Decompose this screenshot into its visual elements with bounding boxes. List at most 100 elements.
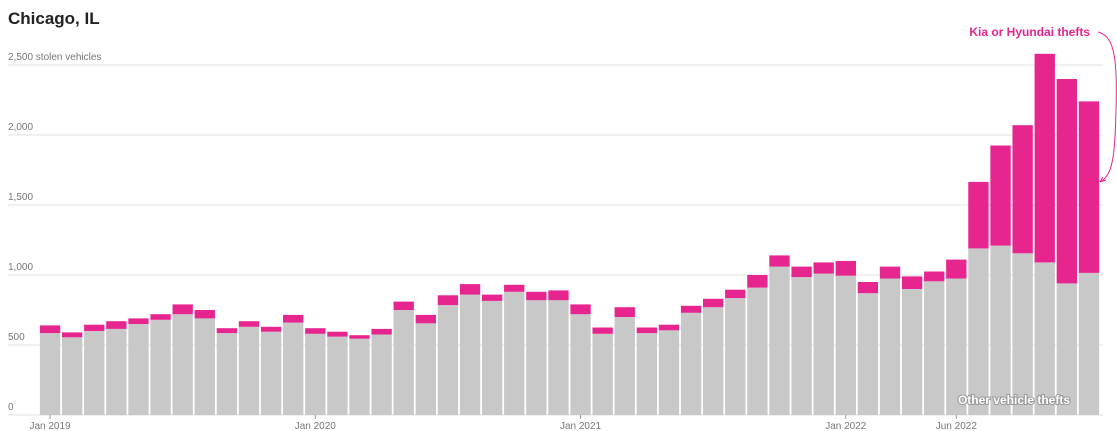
bar-segment [128, 318, 149, 324]
bar-segment [946, 259, 967, 279]
bar-segment [725, 298, 746, 415]
bar-segment [349, 335, 370, 339]
bar-segment [415, 314, 436, 324]
bar-segment [658, 324, 680, 331]
bar-segment [769, 255, 790, 267]
bar-segment [791, 277, 812, 415]
bar-segment [459, 284, 481, 295]
bar-segment [84, 331, 105, 415]
bar-segment [39, 325, 61, 334]
bar-segment [857, 282, 879, 294]
bar-segment [548, 300, 569, 415]
y-tick-label: 2,500 stolen vehicles [8, 52, 101, 63]
bar-segment [526, 300, 547, 415]
bar-segment [990, 245, 1011, 415]
bar-segment [592, 333, 613, 415]
annotation-arrow [1097, 31, 1117, 183]
bar-segment [84, 324, 105, 331]
bar-segment [680, 312, 702, 415]
x-tick-label: Jan 2020 [295, 421, 337, 431]
bar-segment [504, 284, 525, 292]
bar-segment [106, 328, 127, 415]
bar-segment [703, 298, 724, 308]
bar-segment [194, 310, 215, 319]
x-tick-label: Jan 2021 [560, 421, 602, 431]
bar-segment [901, 289, 923, 415]
bar-segment [879, 278, 901, 415]
y-tick-label: 2,000 [8, 122, 33, 133]
y-tick-label: 1,000 [8, 262, 33, 273]
bar-segment [990, 145, 1011, 246]
bar-segment [39, 333, 61, 415]
bar-segment [835, 261, 856, 276]
arrow-head [1099, 176, 1107, 183]
bar-segment [636, 333, 658, 415]
bar-segment [813, 273, 834, 415]
x-tick-label: Jun 2022 [936, 421, 978, 431]
bar-segment [725, 289, 746, 299]
bar-segment [481, 300, 503, 415]
bar-segment [570, 314, 591, 415]
bar-segment [791, 266, 812, 278]
bar-segment [393, 301, 414, 310]
bar-segment [327, 336, 348, 415]
bar-segment [283, 322, 304, 415]
x-tick-label: Jan 2022 [825, 421, 867, 431]
bar-segment [327, 331, 348, 337]
bar-segment [238, 321, 260, 327]
bar-segment [1034, 262, 1055, 415]
series-annotation: Other vehicle thefts [958, 393, 1070, 407]
bar-segment [150, 314, 171, 320]
bar-segment [570, 304, 591, 315]
bar-segment [614, 317, 635, 415]
bar-segment [857, 293, 879, 415]
bar-segment [901, 276, 923, 289]
bar-segment [703, 307, 724, 415]
bar-segment [172, 304, 193, 315]
bar-segment [658, 330, 680, 415]
bar-segment [747, 287, 768, 415]
bar-segment [614, 307, 635, 317]
bar-segment [128, 324, 149, 415]
bar-segment [481, 294, 503, 301]
bar-segment [636, 327, 658, 334]
bar-segment [415, 323, 436, 415]
y-tick-label: 0 [8, 402, 14, 413]
bar-segment [437, 305, 459, 415]
bar-segment [680, 305, 702, 313]
bar-segment [548, 290, 569, 301]
chart-title: Chicago, IL [8, 9, 100, 28]
bar-segment [769, 266, 790, 415]
bar-segment [371, 334, 392, 415]
bar-segment [349, 338, 370, 415]
bar-segment [924, 281, 945, 415]
bar-segment [1078, 101, 1100, 273]
bar-segment [194, 318, 215, 415]
bar-segment [1056, 283, 1078, 415]
bar-segment [305, 333, 326, 415]
bar-segment [260, 331, 282, 415]
bar-segment [393, 310, 414, 415]
series-annotation: Kia or Hyundai thefts [969, 25, 1090, 39]
bar-segment [1078, 272, 1100, 415]
y-tick-label: 1,500 [8, 192, 33, 203]
bar-segment [879, 266, 901, 279]
bar-segment [504, 291, 525, 415]
bar-segment [1012, 253, 1033, 415]
bar-segment [238, 326, 260, 415]
bar-segment [437, 295, 459, 306]
bar-segment [1034, 53, 1055, 263]
bar-segment [305, 328, 326, 334]
bar-segment [747, 275, 768, 288]
bar-segment [150, 319, 171, 415]
bar-segment [371, 328, 392, 335]
bar-segment [1056, 79, 1078, 284]
bar-segment [835, 275, 856, 415]
bar-segment [1012, 125, 1033, 254]
bar-segment [283, 314, 304, 323]
bar-segment [924, 271, 945, 282]
bar-segment [813, 262, 834, 274]
y-tick-label: 500 [8, 332, 25, 343]
bar-segment [526, 291, 547, 301]
bar-segment [61, 332, 83, 338]
